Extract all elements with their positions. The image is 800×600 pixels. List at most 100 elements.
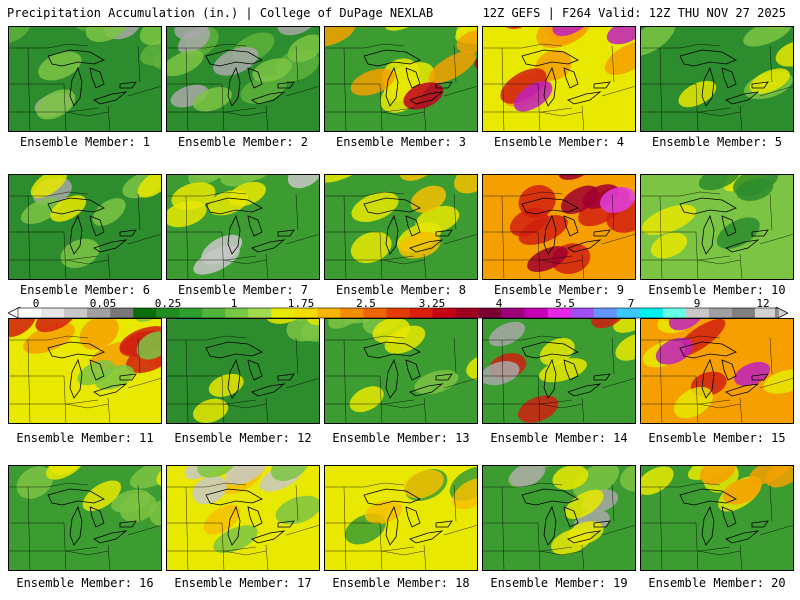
great-lakes-outline — [47, 197, 137, 255]
precip-blob — [749, 68, 790, 94]
precip-blob — [641, 204, 697, 235]
precip-blob — [130, 465, 162, 489]
precip-blob — [364, 500, 403, 524]
great-lakes-outline — [679, 488, 769, 546]
map-panel-7 — [166, 174, 320, 280]
legend-swatch — [547, 308, 572, 318]
map-frame — [8, 318, 162, 424]
map-panel-18 — [324, 465, 478, 571]
map-panel-6 — [8, 174, 162, 280]
precip-blob — [82, 480, 122, 512]
legend-swatch — [271, 308, 295, 318]
political-borders — [324, 43, 478, 132]
precip-blob — [203, 504, 241, 535]
legend-label: 4 — [495, 297, 503, 310]
panel-caption: Ensemble Member: 5 — [651, 135, 783, 149]
legend-swatch — [179, 308, 203, 318]
legend-label: 12 — [756, 297, 770, 310]
precip-blob — [23, 322, 76, 354]
panel-caption: Ensemble Member: 10 — [648, 283, 786, 297]
precip-blob — [699, 465, 736, 485]
legend-border — [17, 307, 779, 319]
precip-blob — [404, 469, 444, 499]
precip-field — [8, 26, 162, 132]
precip-blob — [678, 80, 717, 108]
panel-caption: Ensemble Member: 20 — [648, 576, 786, 590]
precip-blob — [8, 318, 37, 338]
legend-swatch — [133, 308, 157, 318]
legend-swatch — [501, 308, 525, 318]
panel-caption: Ensemble Member: 17 — [174, 576, 312, 590]
precip-blob — [111, 489, 151, 513]
precip-blob — [640, 466, 674, 495]
map-panel-19 — [482, 465, 636, 571]
map-frame — [640, 26, 794, 132]
map-panel-2 — [166, 26, 320, 132]
precip-blob — [351, 192, 399, 223]
precip-blob — [193, 398, 229, 423]
precip-blob — [350, 68, 395, 96]
precip-blob — [415, 205, 460, 234]
precip-blob — [560, 185, 599, 214]
map-panel-8 — [324, 174, 478, 280]
map-frame — [482, 26, 636, 132]
political-borders — [324, 335, 478, 424]
panel-caption: Ensemble Member: 15 — [648, 431, 786, 445]
great-lakes-outline — [47, 488, 137, 546]
map-frame — [640, 174, 794, 280]
legend-swatch — [593, 308, 618, 318]
political-borders — [482, 335, 636, 424]
map-panel-9 — [482, 174, 636, 280]
panel-caption: Ensemble Member: 6 — [19, 283, 151, 297]
precip-blob — [650, 232, 688, 259]
political-borders — [8, 43, 162, 132]
precip-blob — [454, 174, 478, 194]
map-frame — [8, 465, 162, 571]
precip-blob — [452, 478, 478, 510]
legend-swatch — [616, 308, 641, 318]
panel-caption: Ensemble Member: 4 — [493, 135, 625, 149]
legend-swatch — [317, 308, 341, 318]
great-lakes-outline — [521, 341, 611, 399]
precip-blob — [220, 174, 266, 187]
precip-blob — [228, 181, 266, 207]
precip-blob — [38, 51, 82, 81]
legend-arrow-right — [775, 307, 788, 319]
legend-swatch — [570, 308, 595, 318]
political-borders — [640, 191, 794, 280]
precip-blob — [92, 198, 126, 226]
legend-swatch — [363, 308, 387, 318]
legend-label: 0.25 — [154, 297, 182, 310]
panel-caption: Ensemble Member: 18 — [332, 576, 470, 590]
great-lakes-outline — [679, 341, 769, 399]
precip-blob — [77, 359, 115, 386]
precip-blob — [604, 40, 636, 75]
precip-blob — [208, 373, 244, 397]
precip-field — [324, 174, 478, 280]
precip-blob — [349, 386, 384, 413]
precip-blob — [736, 178, 774, 201]
precip-blob — [698, 174, 741, 191]
precip-blob — [324, 174, 367, 183]
map-frame — [482, 465, 636, 571]
panel-caption: Ensemble Member: 2 — [177, 135, 309, 149]
precip-blob — [673, 386, 713, 419]
legend-swatch — [524, 308, 548, 318]
legend-swatch — [639, 308, 664, 318]
legend-swatch — [41, 308, 65, 318]
precip-blob — [765, 465, 794, 488]
panel-caption: Ensemble Member: 12 — [174, 431, 312, 445]
map-frame — [482, 318, 636, 424]
precip-blob — [410, 185, 447, 213]
great-lakes-outline — [363, 49, 453, 107]
map-frame — [166, 465, 320, 571]
precip-blob — [763, 369, 794, 394]
political-borders — [8, 335, 162, 424]
precip-blob — [517, 395, 559, 423]
precip-blob — [655, 337, 693, 365]
precip-blob — [20, 197, 61, 225]
great-lakes-outline — [47, 341, 137, 399]
precip-blob — [224, 465, 267, 485]
political-borders — [324, 191, 478, 280]
precip-blob — [137, 174, 162, 198]
